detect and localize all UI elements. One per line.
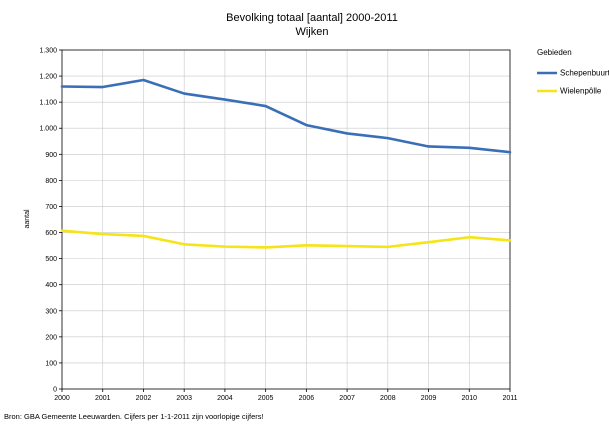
y-tick-label: 700 <box>45 204 57 211</box>
y-tick-label: 400 <box>45 282 57 289</box>
y-axis: 0 100 200 300 400 500 600 700 800 900 1.000 1.100 1.… <box>39 48 62 394</box>
y-tick-label: 500 <box>45 256 57 263</box>
x-tick-label: 2007 <box>339 395 355 402</box>
legend-title: Gebieden <box>537 48 572 57</box>
y-tick-label: 0 <box>53 387 57 394</box>
y-tick-label: 1.300 <box>39 48 57 55</box>
chart-title: Bevolking totaal [aantal] 2000-2011 <box>226 12 398 24</box>
x-tick-label: 2009 <box>421 395 437 402</box>
x-tick-label: 2006 <box>299 395 315 402</box>
x-tick-label: 2002 <box>136 395 152 402</box>
legend: Gebieden Schepenbuurt Wielenpôlle <box>537 48 609 96</box>
x-axis: 2000 2001 2002 2003 2004 2005 2006 2007 2008 2009… <box>54 389 518 402</box>
y-axis-label: aantal <box>24 209 31 229</box>
x-tick-label: 2008 <box>380 395 396 402</box>
x-tick-label: 2003 <box>176 395 192 402</box>
x-tick-label: 2000 <box>54 395 70 402</box>
series-lines <box>60 78 512 249</box>
legend-label: Schepenbuurt <box>560 69 609 78</box>
chart-subtitle: Wijken <box>295 26 328 38</box>
y-tick-label: 1.200 <box>39 74 57 81</box>
grid <box>62 50 510 389</box>
series-line <box>60 78 512 154</box>
plot-area <box>61 49 511 390</box>
y-tick-label: 600 <box>45 230 57 237</box>
source-note: Bron: GBA Gemeente Leeuwarden. Cijfers p… <box>4 412 264 421</box>
x-tick-label: 2001 <box>95 395 111 402</box>
y-tick-label: 800 <box>45 178 57 185</box>
y-tick-label: 1.100 <box>39 100 57 107</box>
legend-items: Schepenbuurt Wielenpôlle <box>537 69 609 96</box>
x-tick-label: 2005 <box>258 395 274 402</box>
y-tick-label: 300 <box>45 308 57 315</box>
legend-label: Wielenpôlle <box>560 87 602 96</box>
y-tick-label: 100 <box>45 360 57 367</box>
series-line <box>60 229 512 249</box>
x-tick-label: 2004 <box>217 395 233 402</box>
x-tick-label: 2010 <box>461 395 477 402</box>
y-tick-label: 1.000 <box>39 126 57 133</box>
y-tick-label: 900 <box>45 152 57 159</box>
x-tick-label: 2011 <box>502 395 517 402</box>
y-tick-label: 200 <box>45 334 57 341</box>
